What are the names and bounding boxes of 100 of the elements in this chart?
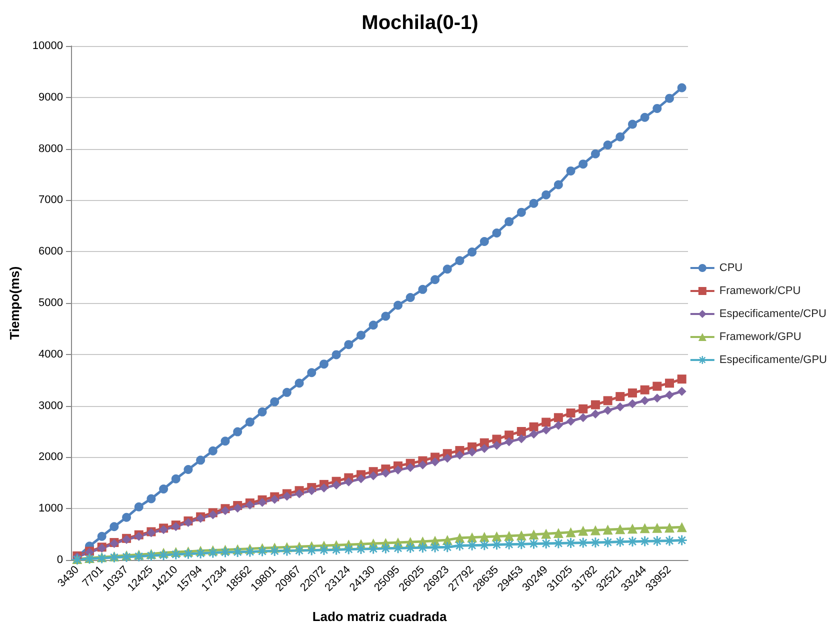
chart-title: Mochila(0-1) — [362, 12, 478, 34]
point — [616, 402, 625, 412]
point — [516, 427, 526, 436]
point — [578, 160, 588, 169]
point — [541, 528, 552, 539]
point — [406, 462, 415, 472]
point — [442, 264, 452, 274]
point — [332, 350, 341, 360]
point — [652, 394, 662, 403]
point — [418, 284, 428, 294]
point — [171, 474, 180, 484]
point — [159, 484, 168, 494]
point — [677, 386, 686, 396]
point — [590, 400, 600, 410]
legend-label: CPU — [719, 262, 743, 274]
point — [258, 407, 267, 416]
point — [677, 374, 686, 384]
y-tick-label: 1000 — [38, 502, 63, 515]
point — [479, 532, 490, 542]
point — [430, 275, 440, 284]
point — [529, 430, 538, 439]
y-tick-label: 8000 — [38, 142, 63, 155]
point — [282, 492, 292, 501]
point — [566, 527, 576, 538]
point — [542, 418, 551, 427]
point — [344, 477, 354, 486]
point — [578, 526, 588, 536]
point — [602, 524, 613, 535]
point — [677, 83, 686, 92]
point — [356, 330, 366, 340]
point — [492, 228, 502, 238]
point — [406, 293, 415, 302]
point — [184, 465, 193, 474]
point — [394, 300, 403, 310]
point — [270, 397, 280, 406]
point — [381, 312, 390, 321]
point — [134, 502, 144, 512]
point — [664, 390, 674, 400]
point — [603, 406, 612, 415]
point — [665, 94, 674, 103]
point — [455, 256, 464, 266]
point — [529, 198, 538, 208]
point — [122, 512, 132, 522]
point — [492, 531, 502, 542]
point — [468, 248, 477, 257]
point — [455, 450, 464, 460]
point — [652, 382, 662, 391]
point — [504, 217, 514, 226]
point — [616, 392, 625, 402]
point — [603, 396, 612, 406]
point — [196, 456, 206, 465]
point — [307, 368, 316, 378]
point — [381, 468, 390, 478]
point — [603, 140, 612, 150]
point — [208, 446, 218, 456]
legend-label: Framework/CPU — [719, 285, 801, 297]
point — [578, 413, 588, 422]
legend-label: Especificamente/GPU — [719, 354, 828, 366]
point — [146, 494, 156, 504]
y-axis-title: Tiempo(ms) — [7, 266, 22, 340]
point — [504, 530, 514, 541]
point — [516, 208, 526, 217]
point — [294, 378, 304, 388]
point — [368, 320, 378, 330]
point — [640, 523, 650, 534]
point — [628, 388, 637, 398]
point — [245, 418, 254, 427]
point — [554, 420, 563, 430]
point — [553, 528, 564, 538]
point — [319, 484, 328, 493]
point — [504, 430, 514, 440]
point — [664, 378, 674, 388]
point — [590, 149, 600, 158]
point — [590, 410, 600, 419]
y-tick-label: 0 — [56, 554, 63, 566]
point — [542, 190, 551, 200]
legend-label: Especificamente/CPU — [719, 308, 826, 320]
point — [640, 396, 650, 406]
y-tick-label: 10000 — [32, 40, 63, 52]
point — [529, 422, 538, 432]
point — [627, 524, 638, 534]
point — [270, 494, 280, 504]
y-tick-label: 3000 — [38, 400, 63, 412]
point — [332, 480, 341, 490]
point — [542, 425, 551, 434]
y-tick-label: 6000 — [38, 246, 63, 258]
point — [233, 504, 242, 513]
point — [220, 436, 230, 446]
point — [566, 166, 576, 176]
point — [430, 457, 440, 466]
point — [554, 180, 563, 190]
point — [245, 500, 254, 510]
y-tick-label: 5000 — [38, 297, 63, 309]
point — [590, 525, 600, 536]
point — [640, 385, 650, 394]
point — [615, 524, 626, 534]
y-tick-label: 4000 — [38, 348, 63, 360]
point — [566, 416, 576, 426]
point — [492, 434, 502, 444]
point — [652, 104, 662, 113]
